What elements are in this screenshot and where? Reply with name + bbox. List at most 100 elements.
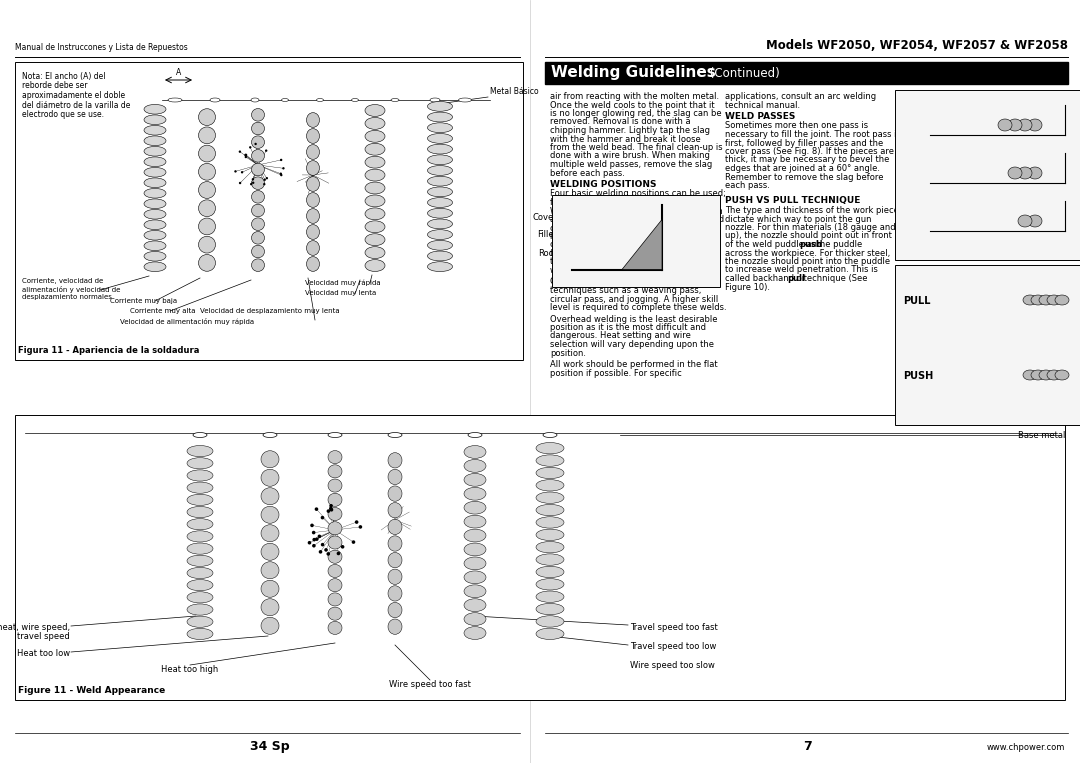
Ellipse shape	[307, 129, 320, 143]
Ellipse shape	[464, 585, 486, 597]
Text: called backhand or: called backhand or	[725, 274, 808, 283]
Text: Wire speed too fast: Wire speed too fast	[389, 680, 471, 689]
Ellipse shape	[468, 433, 482, 437]
Text: 34 Sp: 34 Sp	[251, 740, 289, 753]
Ellipse shape	[252, 204, 265, 217]
Ellipse shape	[388, 569, 402, 584]
Ellipse shape	[252, 150, 265, 162]
Circle shape	[266, 177, 268, 179]
Circle shape	[252, 178, 254, 181]
Text: Figure 10: Figure 10	[897, 412, 939, 421]
Ellipse shape	[144, 178, 166, 188]
Ellipse shape	[252, 259, 265, 272]
Ellipse shape	[261, 580, 279, 597]
Text: work angle.: work angle.	[550, 266, 599, 275]
Ellipse shape	[428, 208, 453, 218]
Ellipse shape	[328, 493, 342, 507]
Text: Cover: Cover	[532, 213, 557, 222]
Text: selection will vary depending upon the: selection will vary depending upon the	[550, 340, 714, 349]
Circle shape	[359, 525, 362, 529]
Ellipse shape	[193, 433, 207, 437]
Text: Figure 11 - Weld Appearance: Figure 11 - Weld Appearance	[18, 686, 165, 695]
Text: position if possible. For specific: position if possible. For specific	[550, 369, 681, 378]
Circle shape	[308, 541, 311, 545]
Circle shape	[326, 552, 330, 555]
Text: any of the others because welding speed: any of the others because welding speed	[550, 215, 724, 224]
Text: the puddle: the puddle	[814, 240, 863, 249]
Ellipse shape	[261, 599, 279, 616]
Ellipse shape	[365, 169, 384, 181]
Text: A: A	[176, 68, 181, 77]
Ellipse shape	[1028, 215, 1042, 227]
Ellipse shape	[1031, 370, 1045, 380]
Ellipse shape	[307, 145, 320, 159]
Ellipse shape	[388, 503, 402, 518]
Circle shape	[324, 548, 328, 552]
Ellipse shape	[388, 552, 402, 568]
Ellipse shape	[144, 136, 166, 146]
Circle shape	[239, 182, 241, 184]
Ellipse shape	[307, 240, 320, 256]
Ellipse shape	[464, 599, 486, 612]
Ellipse shape	[199, 182, 216, 198]
Ellipse shape	[428, 240, 453, 250]
Ellipse shape	[328, 451, 342, 464]
Ellipse shape	[187, 494, 213, 505]
Ellipse shape	[144, 157, 166, 166]
Ellipse shape	[252, 122, 265, 135]
Ellipse shape	[307, 224, 320, 240]
Text: Velocidad de alimentación muy rápida: Velocidad de alimentación muy rápida	[120, 318, 254, 325]
Ellipse shape	[388, 586, 402, 601]
Text: Travel speed too fast: Travel speed too fast	[630, 623, 718, 632]
Ellipse shape	[428, 262, 453, 272]
Ellipse shape	[199, 237, 216, 253]
Circle shape	[280, 174, 283, 176]
Circle shape	[245, 156, 247, 158]
Circle shape	[241, 171, 243, 173]
Text: circular pass, and jogging. A higher skill: circular pass, and jogging. A higher ski…	[550, 295, 718, 304]
Circle shape	[245, 153, 247, 156]
Ellipse shape	[199, 218, 216, 235]
Ellipse shape	[536, 578, 564, 590]
Ellipse shape	[1018, 119, 1032, 131]
Ellipse shape	[365, 259, 384, 272]
Circle shape	[329, 504, 333, 507]
Ellipse shape	[199, 109, 216, 125]
Ellipse shape	[536, 566, 564, 578]
Text: aproximadamente el doble: aproximadamente el doble	[22, 91, 125, 100]
Text: Root: Root	[538, 249, 557, 258]
Ellipse shape	[536, 492, 564, 504]
Text: Manual de Instruccones y Lista de Repuestos: Manual de Instruccones y Lista de Repues…	[15, 43, 188, 52]
Ellipse shape	[464, 459, 486, 472]
Ellipse shape	[316, 98, 324, 101]
Ellipse shape	[144, 209, 166, 219]
Ellipse shape	[144, 241, 166, 250]
Ellipse shape	[464, 446, 486, 459]
Ellipse shape	[365, 182, 384, 194]
Ellipse shape	[144, 146, 166, 156]
Ellipse shape	[307, 161, 320, 175]
Text: The type and thickness of the work piece: The type and thickness of the work piece	[725, 206, 899, 215]
Ellipse shape	[187, 592, 213, 603]
Text: chipping hammer. Lightly tap the slag: chipping hammer. Lightly tap the slag	[550, 126, 710, 135]
Ellipse shape	[365, 105, 384, 117]
Ellipse shape	[428, 123, 453, 133]
Circle shape	[244, 154, 246, 156]
Text: Base metal: Base metal	[1017, 430, 1065, 439]
Ellipse shape	[428, 101, 453, 111]
Ellipse shape	[536, 616, 564, 627]
Text: Figure 9 - Multiple Weld Passes: Figure 9 - Multiple Weld Passes	[897, 247, 1032, 256]
Text: before each pass.: before each pass.	[550, 169, 625, 178]
Ellipse shape	[261, 469, 279, 486]
Ellipse shape	[261, 488, 279, 505]
Text: (Continued): (Continued)	[706, 66, 780, 79]
Circle shape	[252, 182, 255, 184]
Text: travel speed: travel speed	[17, 632, 70, 641]
Text: www.chpower.com: www.chpower.com	[987, 743, 1065, 752]
Ellipse shape	[261, 543, 279, 560]
Ellipse shape	[351, 98, 359, 101]
Text: pull: pull	[786, 274, 805, 283]
Ellipse shape	[464, 501, 486, 514]
Ellipse shape	[536, 542, 564, 553]
Text: Four basic welding positions can be used;: Four basic welding positions can be used…	[550, 189, 726, 198]
